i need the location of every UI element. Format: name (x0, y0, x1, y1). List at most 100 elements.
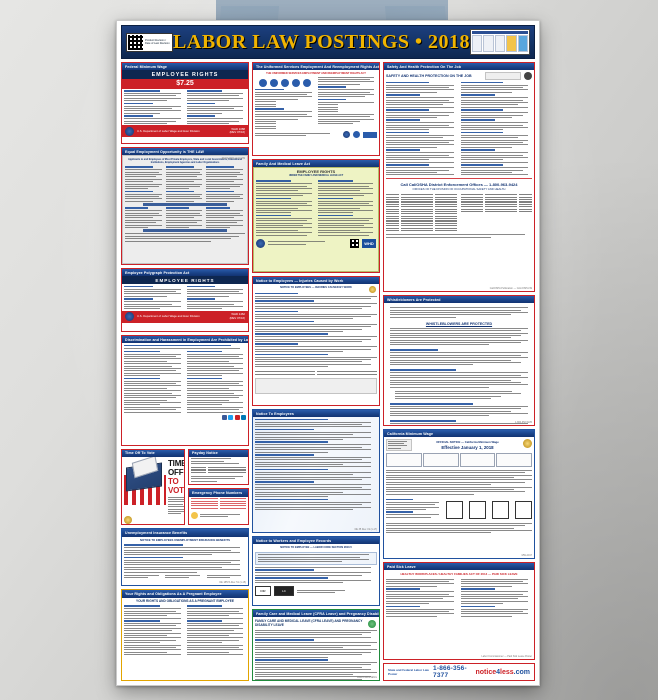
emergency-row (191, 507, 246, 509)
badge-grid (472, 35, 528, 52)
panel-subhead: SAFETY AND HEALTH PROTECTION ON THE JOB (386, 73, 472, 78)
table-row (386, 225, 457, 227)
table-row (461, 210, 532, 213)
vote-headline-1: TIME OFF (168, 458, 184, 477)
table-row (461, 208, 532, 210)
panel-header: Discrimination and Harassment in Employm… (122, 336, 248, 344)
twitter-icon[interactable] (228, 414, 233, 420)
panel-unemployment-insurance-benefits: Unemployment Insurance Benefits NOTICE T… (121, 528, 249, 587)
table-row (461, 194, 532, 196)
branch-icon (258, 78, 267, 87)
text-block (186, 90, 247, 124)
panel-header: Unemployment Insurance Benefits (122, 529, 248, 537)
panel-header: Family Care and Medical Leave (CFRA Leav… (253, 610, 379, 618)
figure-box (446, 500, 463, 519)
panel-subhead: NOTICE TO EMPLOYEE — LABOR CODE SECTION … (280, 545, 352, 549)
poster-body: Federal Minimum Wage EMPLOYEE RIGHTS $7.… (121, 62, 535, 682)
panel-discrimination-harassment-prohibited: Discrimination and Harassment in Employm… (121, 335, 249, 446)
logo-part-4: .com (513, 668, 530, 676)
eeo-columns (125, 166, 245, 202)
table-row (386, 206, 457, 208)
state-seal-icon (369, 286, 376, 294)
panel-notice-to-employees: Notice To Employees DE 35 Rev. 19 (1-17) (252, 409, 380, 533)
figure-box (515, 500, 532, 519)
whd-logo: WHD (362, 238, 376, 248)
figure-box (492, 500, 509, 519)
table-row (386, 208, 457, 210)
table-row (386, 213, 457, 215)
service-branch-icons (255, 77, 315, 89)
panel-notice-to-workers-records: Notice to Workers and Employee Records N… (252, 536, 380, 606)
panel-subhead: YOUR RIGHTS AND OBLIGATIONS AS A PREGNAN… (135, 599, 235, 604)
table-row (461, 206, 532, 208)
form-number: DFEH-100-21ENG (357, 676, 377, 679)
panel-header: Notice to Workers and Employee Records (253, 537, 379, 545)
dfeh-seal-icon (368, 620, 376, 629)
logo-part-3: less (500, 668, 514, 676)
panel-header: The Uniformed Services Employment And Re… (253, 63, 379, 71)
panel-subhead: NOTICE TO EMPLOYEES UNEMPLOYMENT INSURAN… (140, 538, 230, 543)
panel-header: Notice to Employees — Injuries Caused by… (253, 277, 379, 285)
panel-body: NOTICE TO EMPLOYEES UNEMPLOYMENT INSURAN… (122, 537, 248, 586)
form-number: Labor Commissioner — Paid Sick Leave Pos… (481, 655, 533, 658)
table-row (386, 196, 457, 198)
emergency-row (191, 505, 246, 507)
panel-body: NOTICE TO EMPLOYEES — INJURIES CAUSED BY… (253, 284, 379, 405)
table-row (386, 194, 457, 196)
panel-header: Whistleblowers Are Protected (384, 296, 534, 304)
panel-body: Applicants to and Employees of Most Priv… (122, 155, 248, 264)
vote-ballot-graphic (124, 459, 166, 505)
poster-column-middle: The Uniformed Services Employment And Re… (252, 62, 380, 681)
product-revision-badge: Product Revision / Date of Last Revision (126, 32, 174, 52)
qr-code-icon (350, 238, 359, 248)
panel-time-off-to-vote: Time Off To Vote TIME OFF TO VOTE (121, 448, 185, 526)
branch-icon (291, 78, 300, 87)
employer-name-field[interactable] (485, 71, 521, 80)
table-row (461, 201, 532, 203)
panel-california-minimum-wage: California Minimum Wage OFFICIAL NOTICE … (383, 429, 535, 559)
badge-bar (472, 31, 528, 34)
panel-body: OFFICIAL NOTICE — California Minimum Wag… (384, 437, 534, 558)
panel-body: YOUR RIGHTS AND OBLIGATIONS AS A PREGNAN… (122, 598, 248, 680)
panel-paid-sick-leave: Paid Sick Leave HEALTHY WORKPLACES / HEA… (383, 562, 535, 660)
logo-part-2: 4 (496, 668, 501, 676)
panel-equal-employment-opportunity: Equal Employment Opportunity is THE LAW … (121, 147, 249, 265)
minimum-wage-table (386, 452, 532, 467)
badge-icon (191, 511, 198, 519)
wage-amount: $7.25 (176, 80, 194, 88)
branch-icon (280, 78, 289, 87)
panel-subhead: THE UNIFORMED SERVICES EMPLOYMENT AND RE… (266, 71, 366, 75)
figure-box (469, 500, 486, 519)
table-cell (459, 452, 496, 467)
ballot-box-icon (126, 462, 162, 492)
table-row (386, 203, 457, 205)
dol-seal-icon (256, 238, 265, 248)
panel-payday-notice: Payday Notice (188, 448, 249, 486)
employee-rights-banner: EMPLOYEE RIGHTS (122, 70, 248, 80)
state-seal-icon (523, 438, 532, 448)
panel-family-medical-leave-act: Family And Medical Leave Act EMPLOYEE RI… (252, 159, 380, 273)
panel-userra: The Uniformed Services Employment And Re… (252, 62, 380, 156)
facebook-icon[interactable] (221, 414, 227, 420)
eeo-columns-2 (125, 207, 245, 228)
panel-employee-polygraph-protection-act: Employee Polygraph Protection Act EMPLOY… (121, 268, 249, 332)
emergency-row (191, 502, 246, 505)
table-row (386, 210, 457, 213)
wage-figures (446, 499, 532, 519)
poster-column-right: Safety And Health Protection On The Job … (383, 62, 535, 681)
table-row (461, 199, 532, 201)
form-number: DE 35 Rev. 19 (1-17) (354, 528, 377, 531)
osha-seal-icon (524, 71, 532, 80)
youtube-icon[interactable] (234, 414, 240, 420)
footer-phone: 1-866-356-7377 (433, 665, 467, 679)
panel-subhead: HEALTHY WORKPLACES / HEALTHY FAMILIES AC… (400, 571, 518, 576)
panel-pregnant-employee-rights: Your Rights and Obligations As A Pregnan… (121, 589, 249, 682)
dir-logo: DIR (255, 586, 271, 597)
text-block (124, 90, 184, 124)
footer-note-text: State and Federal Labor Law Poster (388, 668, 429, 676)
linkedin-icon[interactable] (241, 414, 246, 420)
panel-body (122, 343, 248, 444)
panel-body: HEALTHY WORKPLACES / HEALTHY FAMILIES AC… (384, 570, 534, 659)
footer-left-note: State and Federal Labor Law Poster (388, 668, 433, 676)
poster-updates-badge (470, 29, 530, 55)
